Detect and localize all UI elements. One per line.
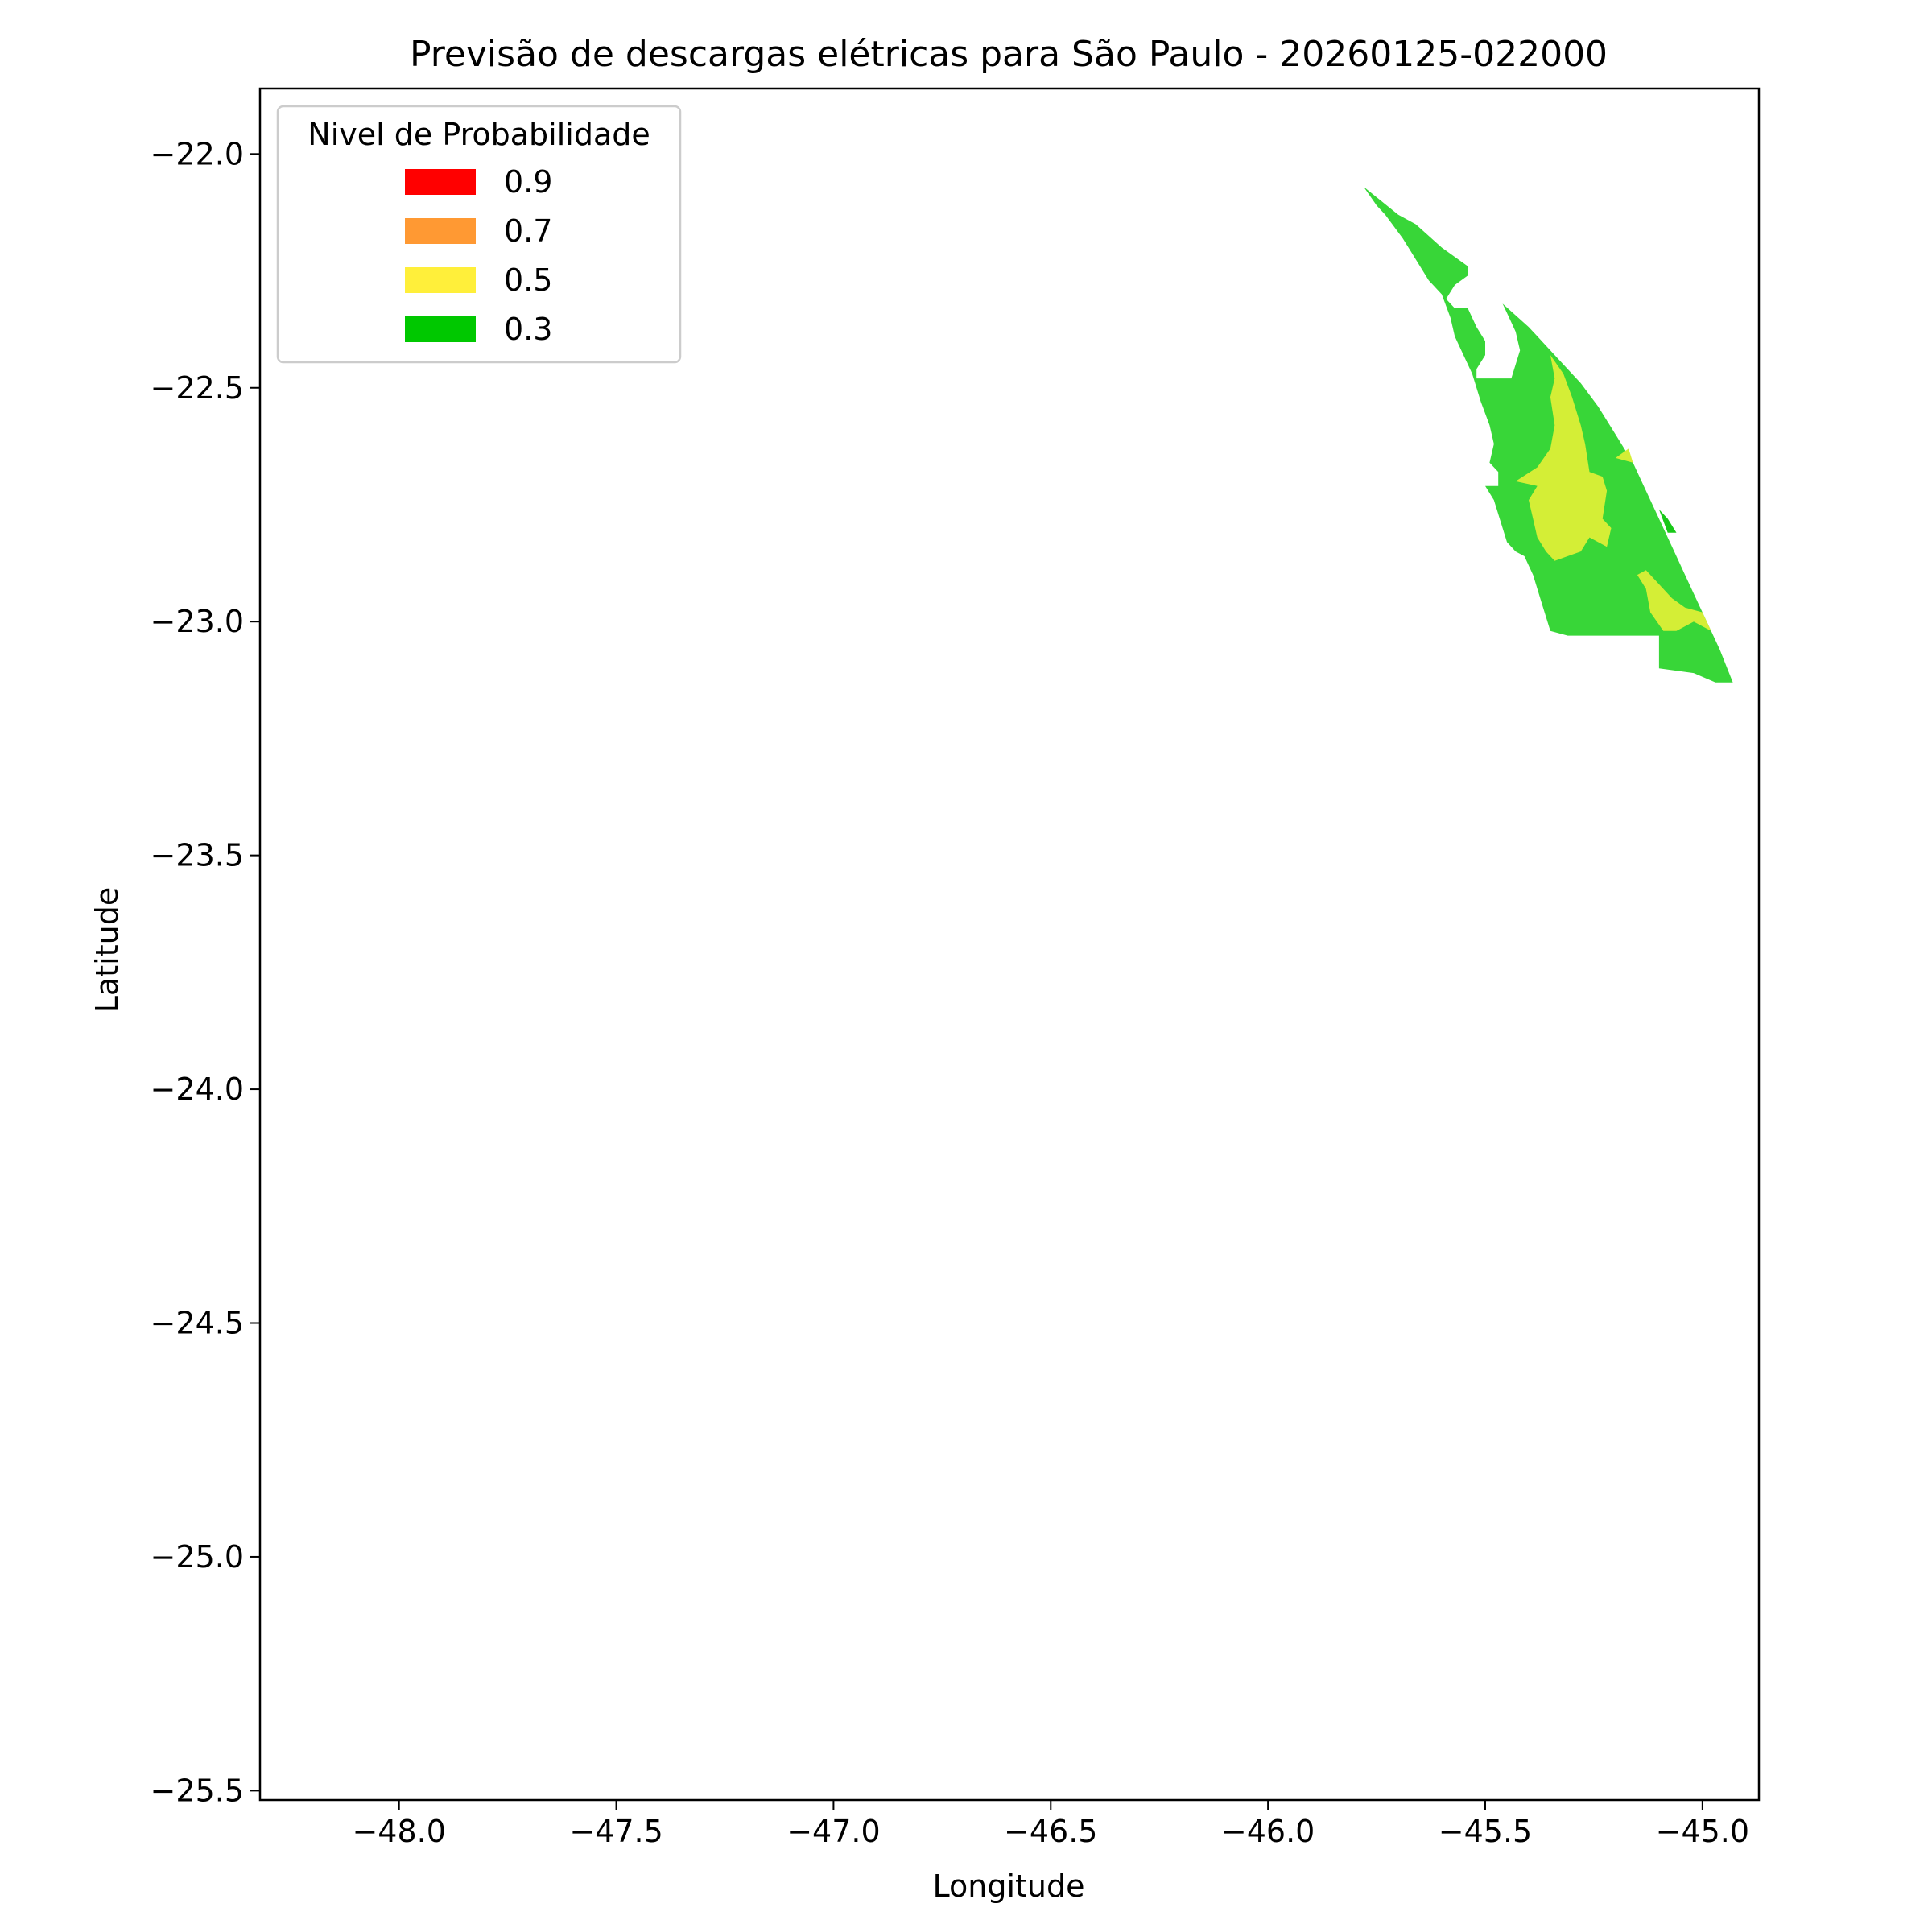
y-tick-label: −24.5 <box>151 1306 244 1341</box>
y-axis-label: Latitude <box>89 887 125 1013</box>
y-tick-label: −23.5 <box>151 838 244 873</box>
probability-regions <box>1363 187 1733 683</box>
x-axis-ticks: −48.0 −47.5 −47.0 −46.5 −46.0 −45.5 −45.0 <box>352 1800 1749 1849</box>
region-3-level-0-5 <box>1637 570 1711 631</box>
legend-label: 0.5 <box>504 262 552 298</box>
x-tick-label: −45.5 <box>1439 1814 1532 1849</box>
x-tick-label: −46.0 <box>1221 1814 1315 1849</box>
legend-swatch <box>405 267 476 293</box>
plot-area <box>258 87 1761 1802</box>
region-0-level-0-3 <box>1363 187 1733 683</box>
y-tick-label: −23.0 <box>151 604 244 639</box>
legend: Nivel de Probabilidade 0.9 0.7 0.5 0.3 <box>276 105 682 364</box>
legend-box <box>276 105 682 364</box>
plot-background <box>260 89 1759 1800</box>
x-tick-label: −47.5 <box>569 1814 663 1849</box>
legend-title: Nivel de Probabilidade <box>308 117 650 152</box>
x-tick-label: −46.5 <box>1004 1814 1097 1849</box>
y-tick-label: −25.0 <box>151 1539 244 1575</box>
y-tick-label: −22.5 <box>151 370 244 406</box>
y-tick-label: −24.0 <box>151 1071 244 1107</box>
legend-swatch <box>405 169 476 195</box>
legend-swatch <box>405 316 476 342</box>
x-axis-label: Longitude <box>933 1868 1085 1904</box>
y-axis-ticks: −22.0 −22.5 −23.0 −23.5 −24.0 −24.5 −25.0 −25.5 <box>151 136 260 1808</box>
region-1-level-0-5 <box>1515 355 1612 561</box>
legend-label: 0.7 <box>504 213 552 249</box>
legend-swatch <box>405 218 476 244</box>
plot-frame <box>258 87 1761 1802</box>
chart-title: Previsão de descargas elétricas para São… <box>410 34 1608 75</box>
x-tick-label: −48.0 <box>352 1814 445 1849</box>
y-tick-label: −22.0 <box>151 136 244 171</box>
legend-entries: 0.9 0.7 0.5 0.3 <box>405 164 552 347</box>
legend-label: 0.3 <box>504 312 552 347</box>
region-2-level-0-5 <box>1615 448 1633 463</box>
legend-label: 0.9 <box>504 164 552 200</box>
x-tick-label: −45.0 <box>1656 1814 1749 1849</box>
x-tick-label: −47.0 <box>786 1814 880 1849</box>
region-4-level-0-3 <box>1658 509 1677 533</box>
y-tick-label: −25.5 <box>151 1773 244 1808</box>
